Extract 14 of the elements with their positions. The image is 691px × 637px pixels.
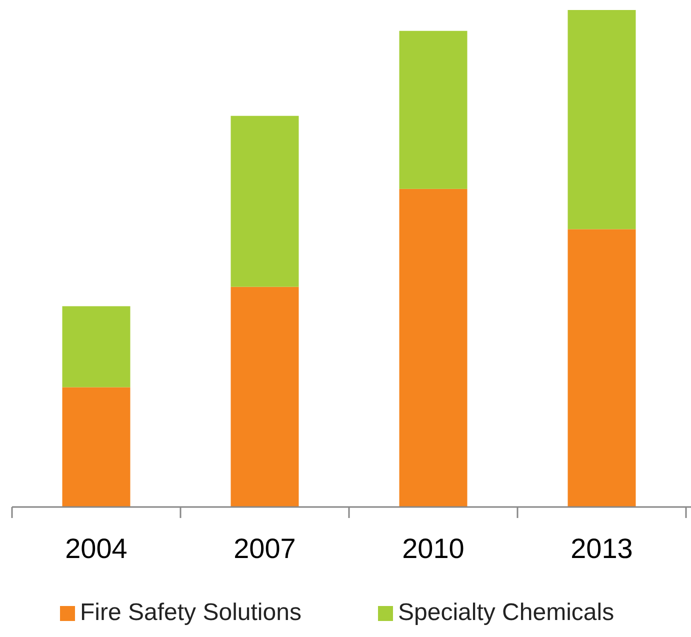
- x-tick-label: 2007: [234, 533, 296, 564]
- bar: [62, 387, 130, 507]
- legend-label: Specialty Chemicals: [398, 599, 614, 626]
- bar: [62, 306, 130, 388]
- bar: [568, 10, 636, 230]
- x-tick-label: 2010: [402, 533, 464, 564]
- bar: [568, 229, 636, 507]
- x-tick-label: 2013: [570, 533, 633, 564]
- bar: [399, 30, 468, 189]
- legend-label: Fire Safety Solutions: [80, 599, 302, 626]
- x-tick-label: 2004: [65, 533, 128, 564]
- bar: [399, 188, 468, 507]
- bar: [230, 286, 299, 507]
- bar: [230, 116, 299, 287]
